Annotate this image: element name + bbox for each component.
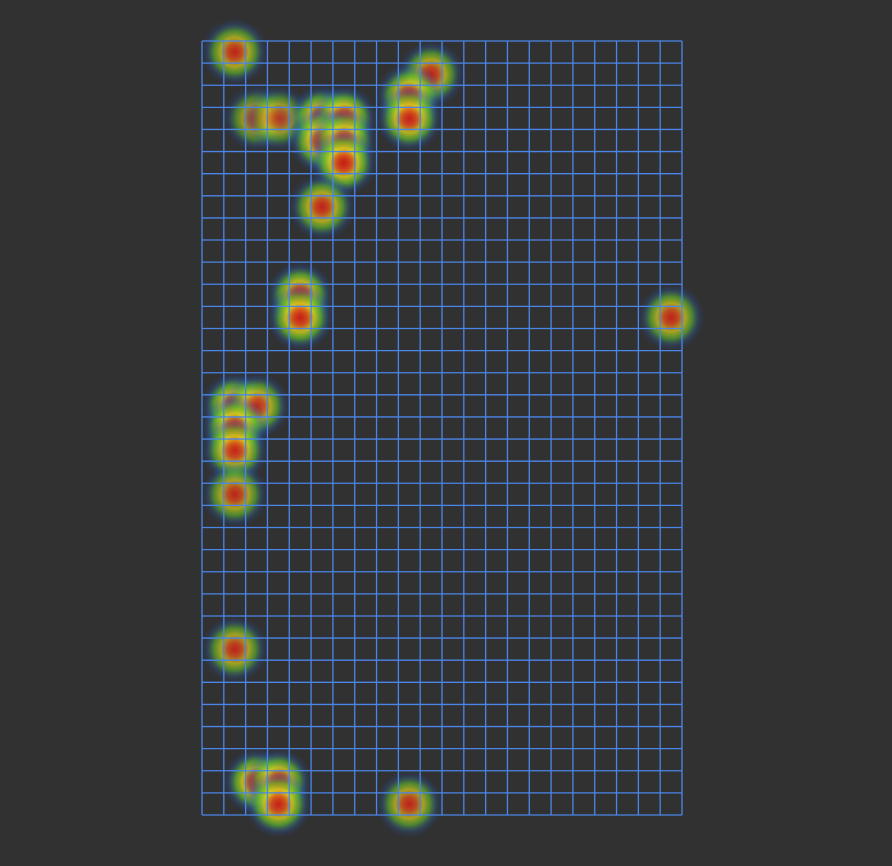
heat-spot-core [224, 41, 246, 63]
heat-spot-core [399, 793, 420, 814]
heat-spot-core [266, 791, 291, 816]
heat-spot [200, 18, 269, 87]
heat-spot [637, 283, 706, 352]
heat-spot-core [311, 196, 333, 218]
heat-spot [375, 769, 444, 838]
heat-spot [200, 615, 269, 684]
grid-lines [201, 40, 683, 816]
heat-spot [288, 172, 356, 241]
heat-spot-core [397, 106, 422, 131]
heat-spot [244, 769, 313, 838]
heat-spot [375, 84, 444, 153]
heat-spot-core [287, 305, 313, 330]
heat-spot-core [223, 438, 247, 462]
heat-spot [266, 283, 335, 352]
heat-spot-core [269, 110, 287, 127]
heat-spot-core [660, 307, 682, 328]
heat-spot-core [224, 639, 245, 660]
heat-spot [200, 460, 269, 529]
heat-layer [200, 18, 706, 838]
heat-spot-core [224, 484, 245, 505]
heat-spot-core [331, 149, 357, 176]
